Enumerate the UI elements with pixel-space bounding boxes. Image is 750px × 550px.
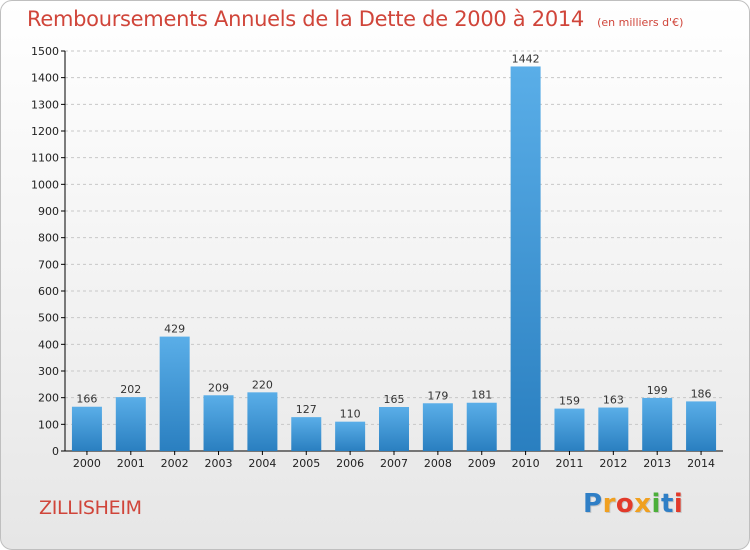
y-tick-label: 1200 — [31, 125, 59, 138]
x-tick-label: 2013 — [643, 457, 671, 470]
data-label: 186 — [691, 387, 712, 400]
bar-2001 — [115, 397, 146, 451]
bar-2010 — [510, 66, 541, 451]
logo-letter: t — [660, 489, 674, 519]
chart-unit-note: (en milliers d'€) — [597, 16, 684, 29]
x-tick-label: 2003 — [205, 457, 233, 470]
x-tick-label: 2006 — [336, 457, 364, 470]
y-tick-label: 1000 — [31, 178, 59, 191]
logo-letter: x — [634, 489, 652, 519]
data-label: 165 — [384, 393, 405, 406]
bar-2006 — [335, 421, 366, 451]
data-label: 110 — [340, 408, 361, 421]
commune-name: ZILLISHEIM — [39, 497, 142, 519]
y-tick-label: 1100 — [31, 152, 59, 165]
y-tick-label: 0 — [52, 445, 59, 458]
data-label: 199 — [647, 384, 668, 397]
y-tick-label: 900 — [38, 205, 59, 218]
y-tick-label: 400 — [38, 338, 59, 351]
logo-letter: r — [602, 489, 616, 519]
y-tick-label: 1300 — [31, 98, 59, 111]
logo-letter: P — [583, 489, 603, 519]
data-label: 1442 — [512, 52, 540, 65]
data-label: 202 — [120, 383, 141, 396]
x-tick-label: 2010 — [512, 457, 540, 470]
y-tick-label: 300 — [38, 365, 59, 378]
bar-2014 — [686, 401, 717, 451]
bar-2009 — [466, 402, 497, 451]
y-tick-label: 800 — [38, 232, 59, 245]
logo-letter: o — [615, 489, 635, 519]
data-label: 163 — [603, 394, 624, 407]
x-tick-label: 2001 — [117, 457, 145, 470]
bar-2002 — [159, 336, 190, 451]
x-tick-label: 2008 — [424, 457, 452, 470]
y-tick-label: 200 — [38, 392, 59, 405]
bar-2008 — [422, 403, 453, 451]
data-label: 127 — [296, 403, 317, 416]
x-tick-label: 2000 — [73, 457, 101, 470]
bar-2012 — [598, 407, 629, 451]
x-tick-label: 2012 — [599, 457, 627, 470]
x-tick-label: 2009 — [468, 457, 496, 470]
bar-2004 — [247, 392, 278, 451]
data-label: 179 — [427, 389, 448, 402]
data-label: 166 — [76, 393, 97, 406]
logo-letter: i — [651, 489, 661, 519]
data-label: 181 — [471, 389, 492, 402]
bar-2007 — [379, 407, 409, 451]
y-tick-label: 500 — [38, 312, 59, 325]
data-label: 220 — [252, 378, 273, 391]
y-tick-label: 700 — [38, 258, 59, 271]
x-tick-label: 2014 — [687, 457, 715, 470]
bar-2003 — [203, 395, 234, 451]
data-label: 429 — [164, 323, 185, 336]
x-tick-label: 2004 — [248, 457, 276, 470]
y-tick-label: 1500 — [31, 45, 59, 58]
y-tick-label: 100 — [38, 418, 59, 431]
data-label: 209 — [208, 381, 229, 394]
data-label: 159 — [559, 395, 580, 408]
bar-2011 — [554, 408, 585, 451]
bar-2000 — [71, 406, 102, 451]
proxiti-logo: Proxiti — [583, 489, 683, 519]
x-tick-label: 2005 — [292, 457, 320, 470]
bar-2005 — [291, 417, 322, 451]
y-tick-label: 600 — [38, 285, 59, 298]
title-row: Remboursements Annuels de la Dette de 20… — [27, 7, 683, 31]
x-tick-label: 2011 — [555, 457, 583, 470]
x-tick-label: 2007 — [380, 457, 408, 470]
bar-2013 — [642, 397, 673, 451]
y-tick-label: 1400 — [31, 72, 59, 85]
x-tick-label: 2002 — [161, 457, 189, 470]
chart-title: Remboursements Annuels de la Dette de 20… — [27, 7, 584, 31]
logo-letter: i — [673, 489, 684, 519]
